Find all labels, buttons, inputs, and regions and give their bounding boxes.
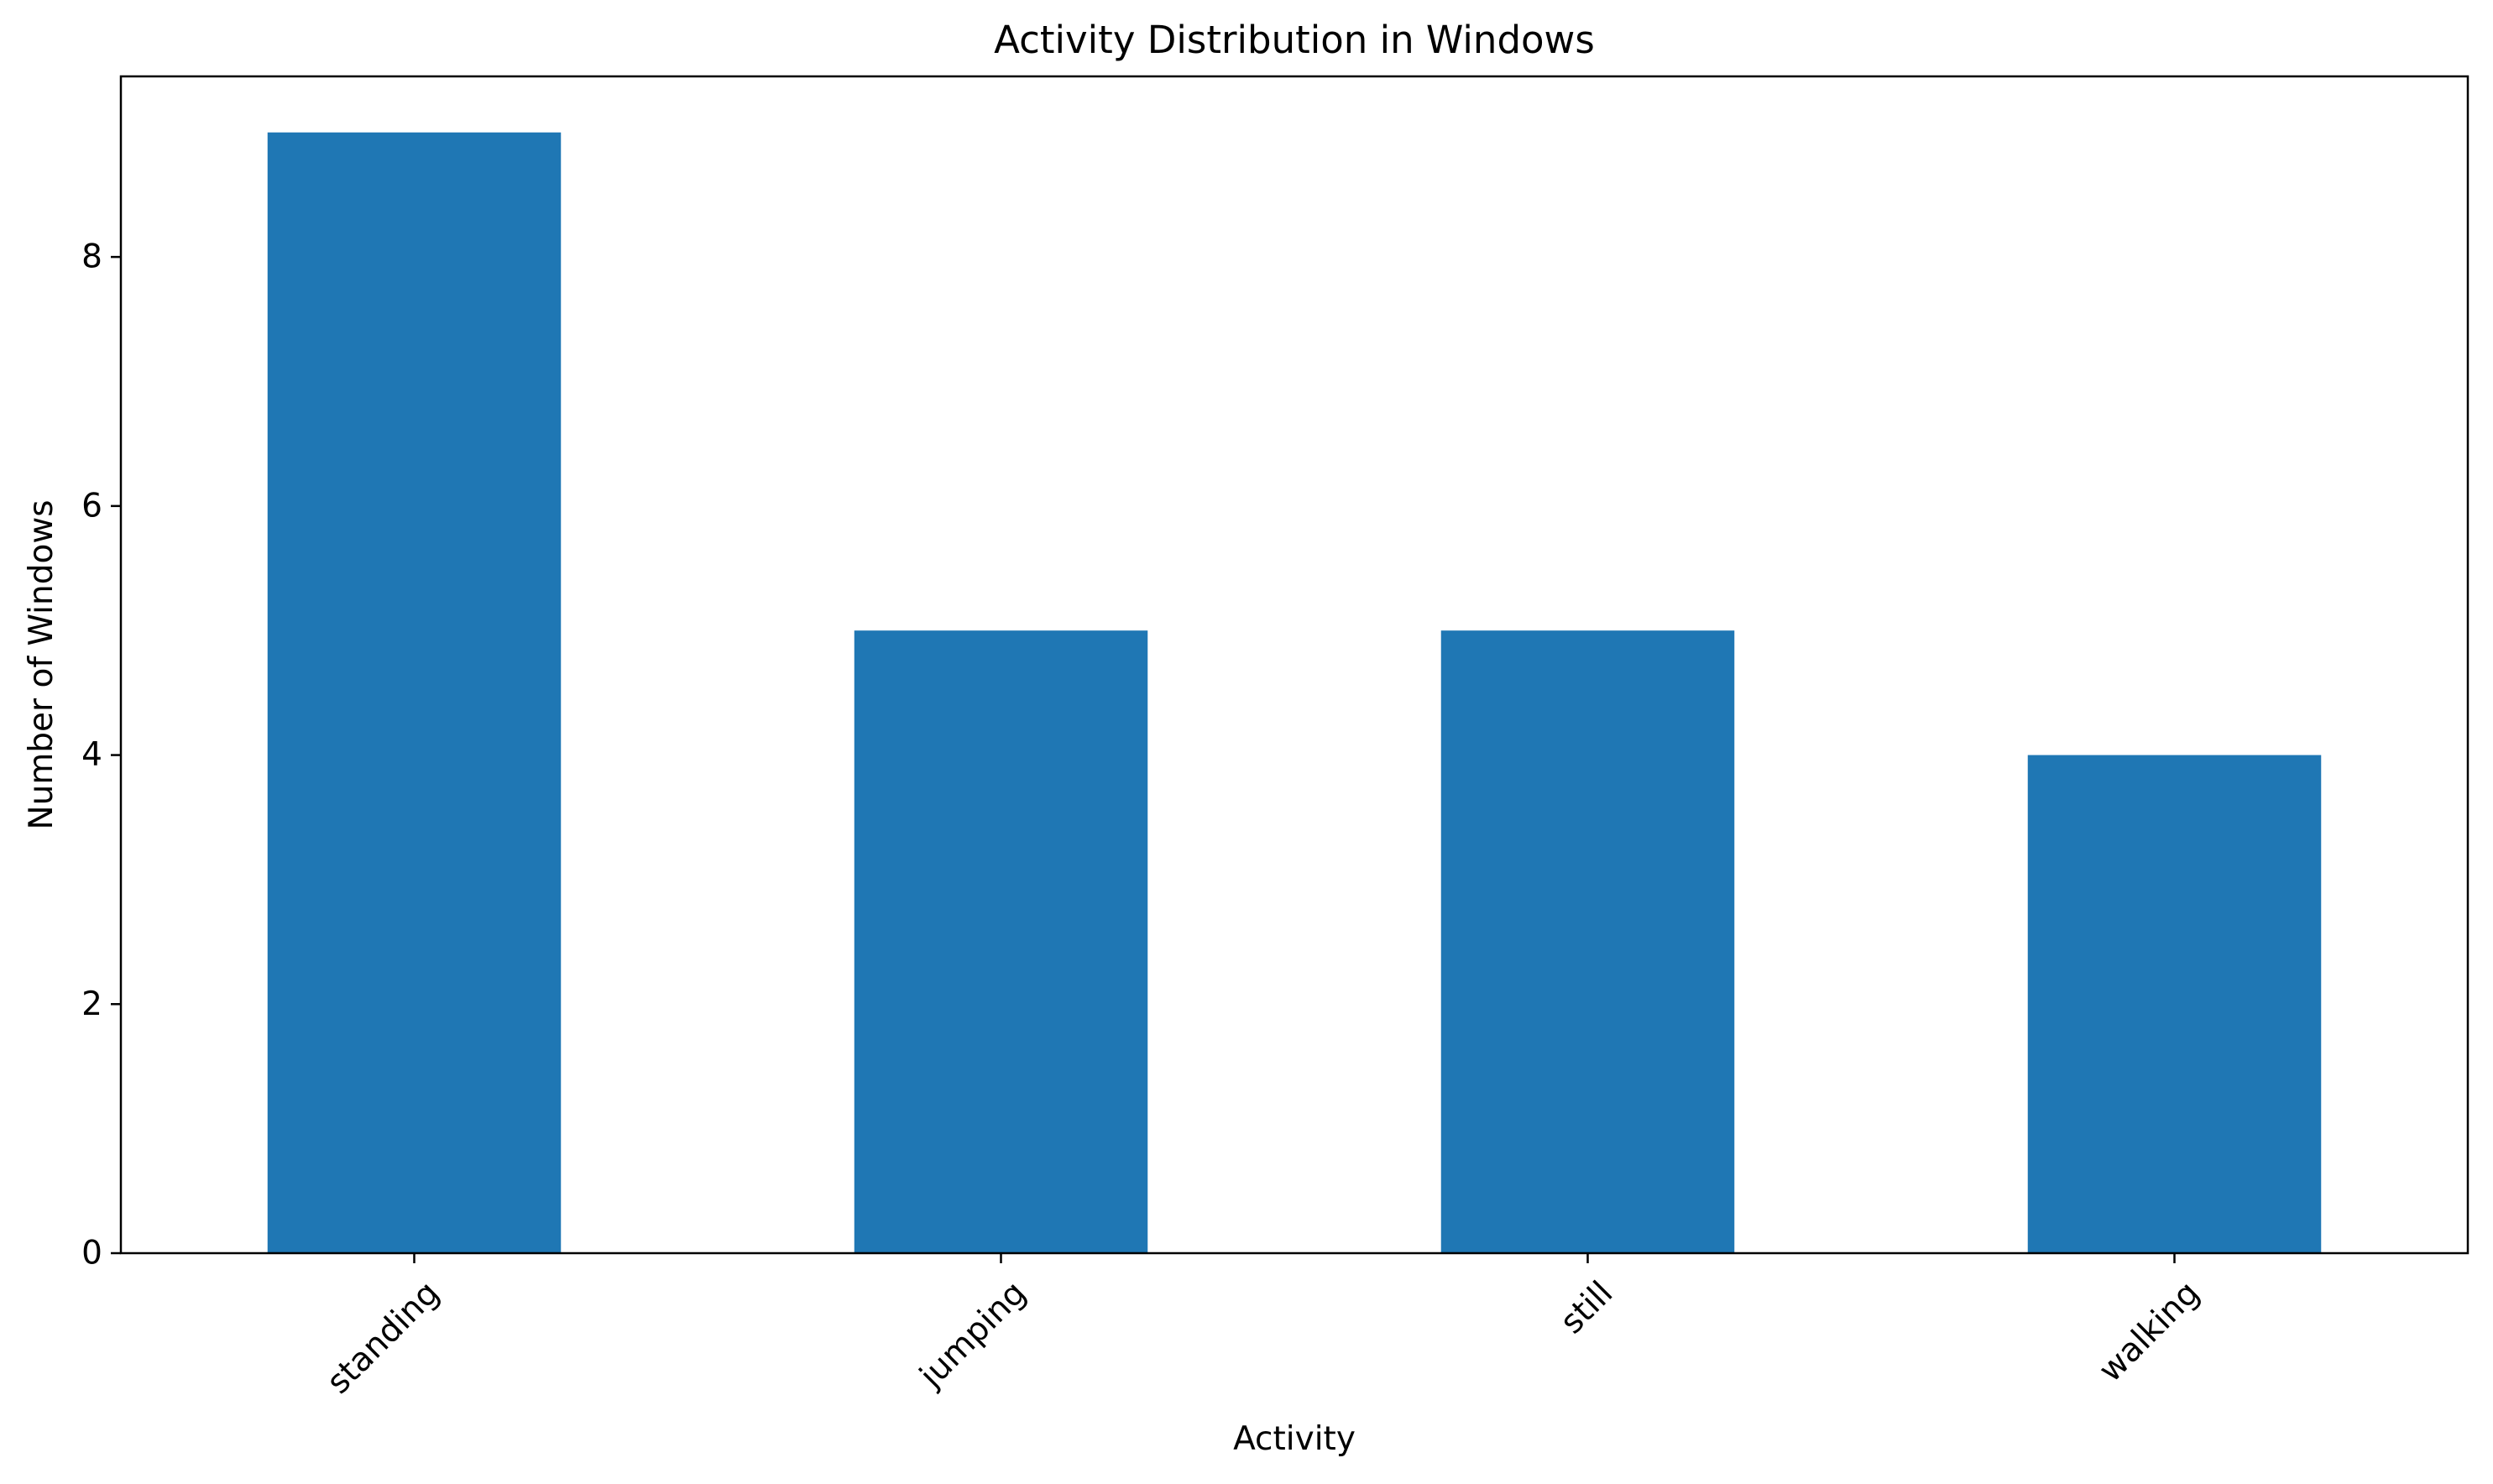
x-axis-ticks: standing jumping still walking <box>320 1253 2208 1402</box>
plot-frame <box>119 75 2469 1255</box>
x-tick-label-walking: walking <box>2092 1274 2208 1390</box>
y-axis-label: Number of Windows <box>23 499 60 829</box>
y-tick-label-6: 6 <box>81 487 102 525</box>
y-tick-label-4: 4 <box>81 736 102 774</box>
x-tick-label-standing: standing <box>320 1274 447 1402</box>
x-tick-label-still: still <box>1553 1274 1620 1341</box>
x-tick-label-jumping: jumping <box>912 1274 1034 1396</box>
bars-layer <box>267 132 2322 1253</box>
y-tick-label-8: 8 <box>81 238 102 276</box>
bar-still <box>1440 630 1735 1253</box>
y-axis-ticks: 0 2 4 6 8 <box>81 238 121 1272</box>
y-tick-label-2: 2 <box>81 985 102 1023</box>
bar-jumping <box>854 630 1148 1253</box>
bar-standing <box>267 132 562 1253</box>
y-tick-label-0: 0 <box>81 1235 102 1272</box>
x-axis-label: Activity <box>1233 1420 1356 1458</box>
bar-walking <box>2027 755 2322 1253</box>
chart-title: Activity Distribution in Windows <box>994 18 1595 62</box>
